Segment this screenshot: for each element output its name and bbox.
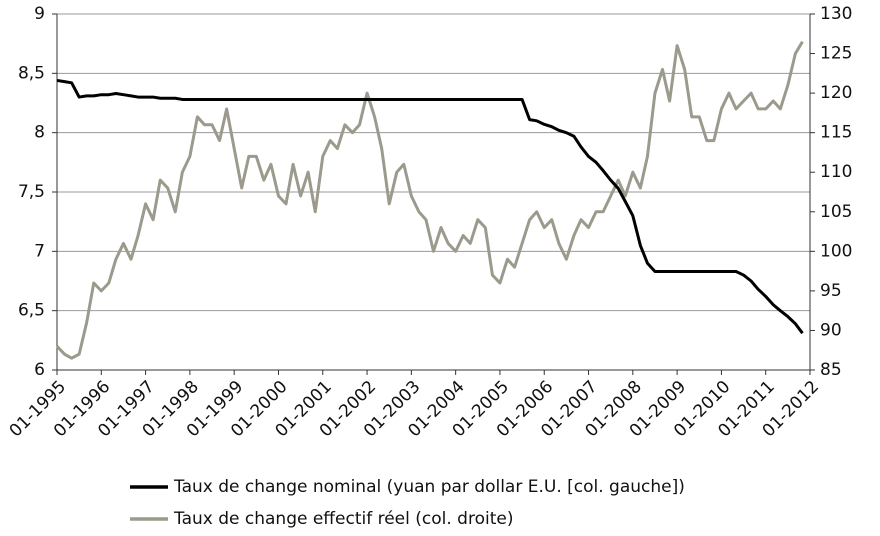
y-tick-label: 6	[34, 360, 45, 380]
y-tick-label: 7,5	[18, 182, 45, 202]
y-tick-label: 9	[34, 4, 45, 24]
y2-tick-label: 125	[820, 44, 852, 64]
legend-label: Taux de change effectif réel (col. droit…	[173, 509, 513, 529]
y2-tick-label: 110	[820, 162, 852, 182]
series-line	[56, 78, 804, 335]
y2-tick-label: 115	[820, 123, 852, 143]
y2-tick-label: 100	[820, 241, 852, 261]
y2-tick-label: 130	[820, 4, 852, 24]
y2-tick-label: 90	[820, 320, 842, 340]
y-tick-label: 6,5	[18, 301, 45, 321]
legend-label: Taux de change nominal (yuan par dollar …	[173, 477, 685, 497]
y-tick-label: 7	[34, 241, 45, 261]
y-tick-label: 8,5	[18, 63, 45, 83]
y2-tick-label: 120	[820, 83, 852, 103]
y2-tick-label: 105	[820, 202, 852, 222]
y2-tick-label: 95	[820, 281, 842, 301]
y2-tick-label: 85	[820, 360, 842, 380]
y-tick-label: 8	[34, 123, 45, 143]
series-line	[55, 40, 804, 360]
